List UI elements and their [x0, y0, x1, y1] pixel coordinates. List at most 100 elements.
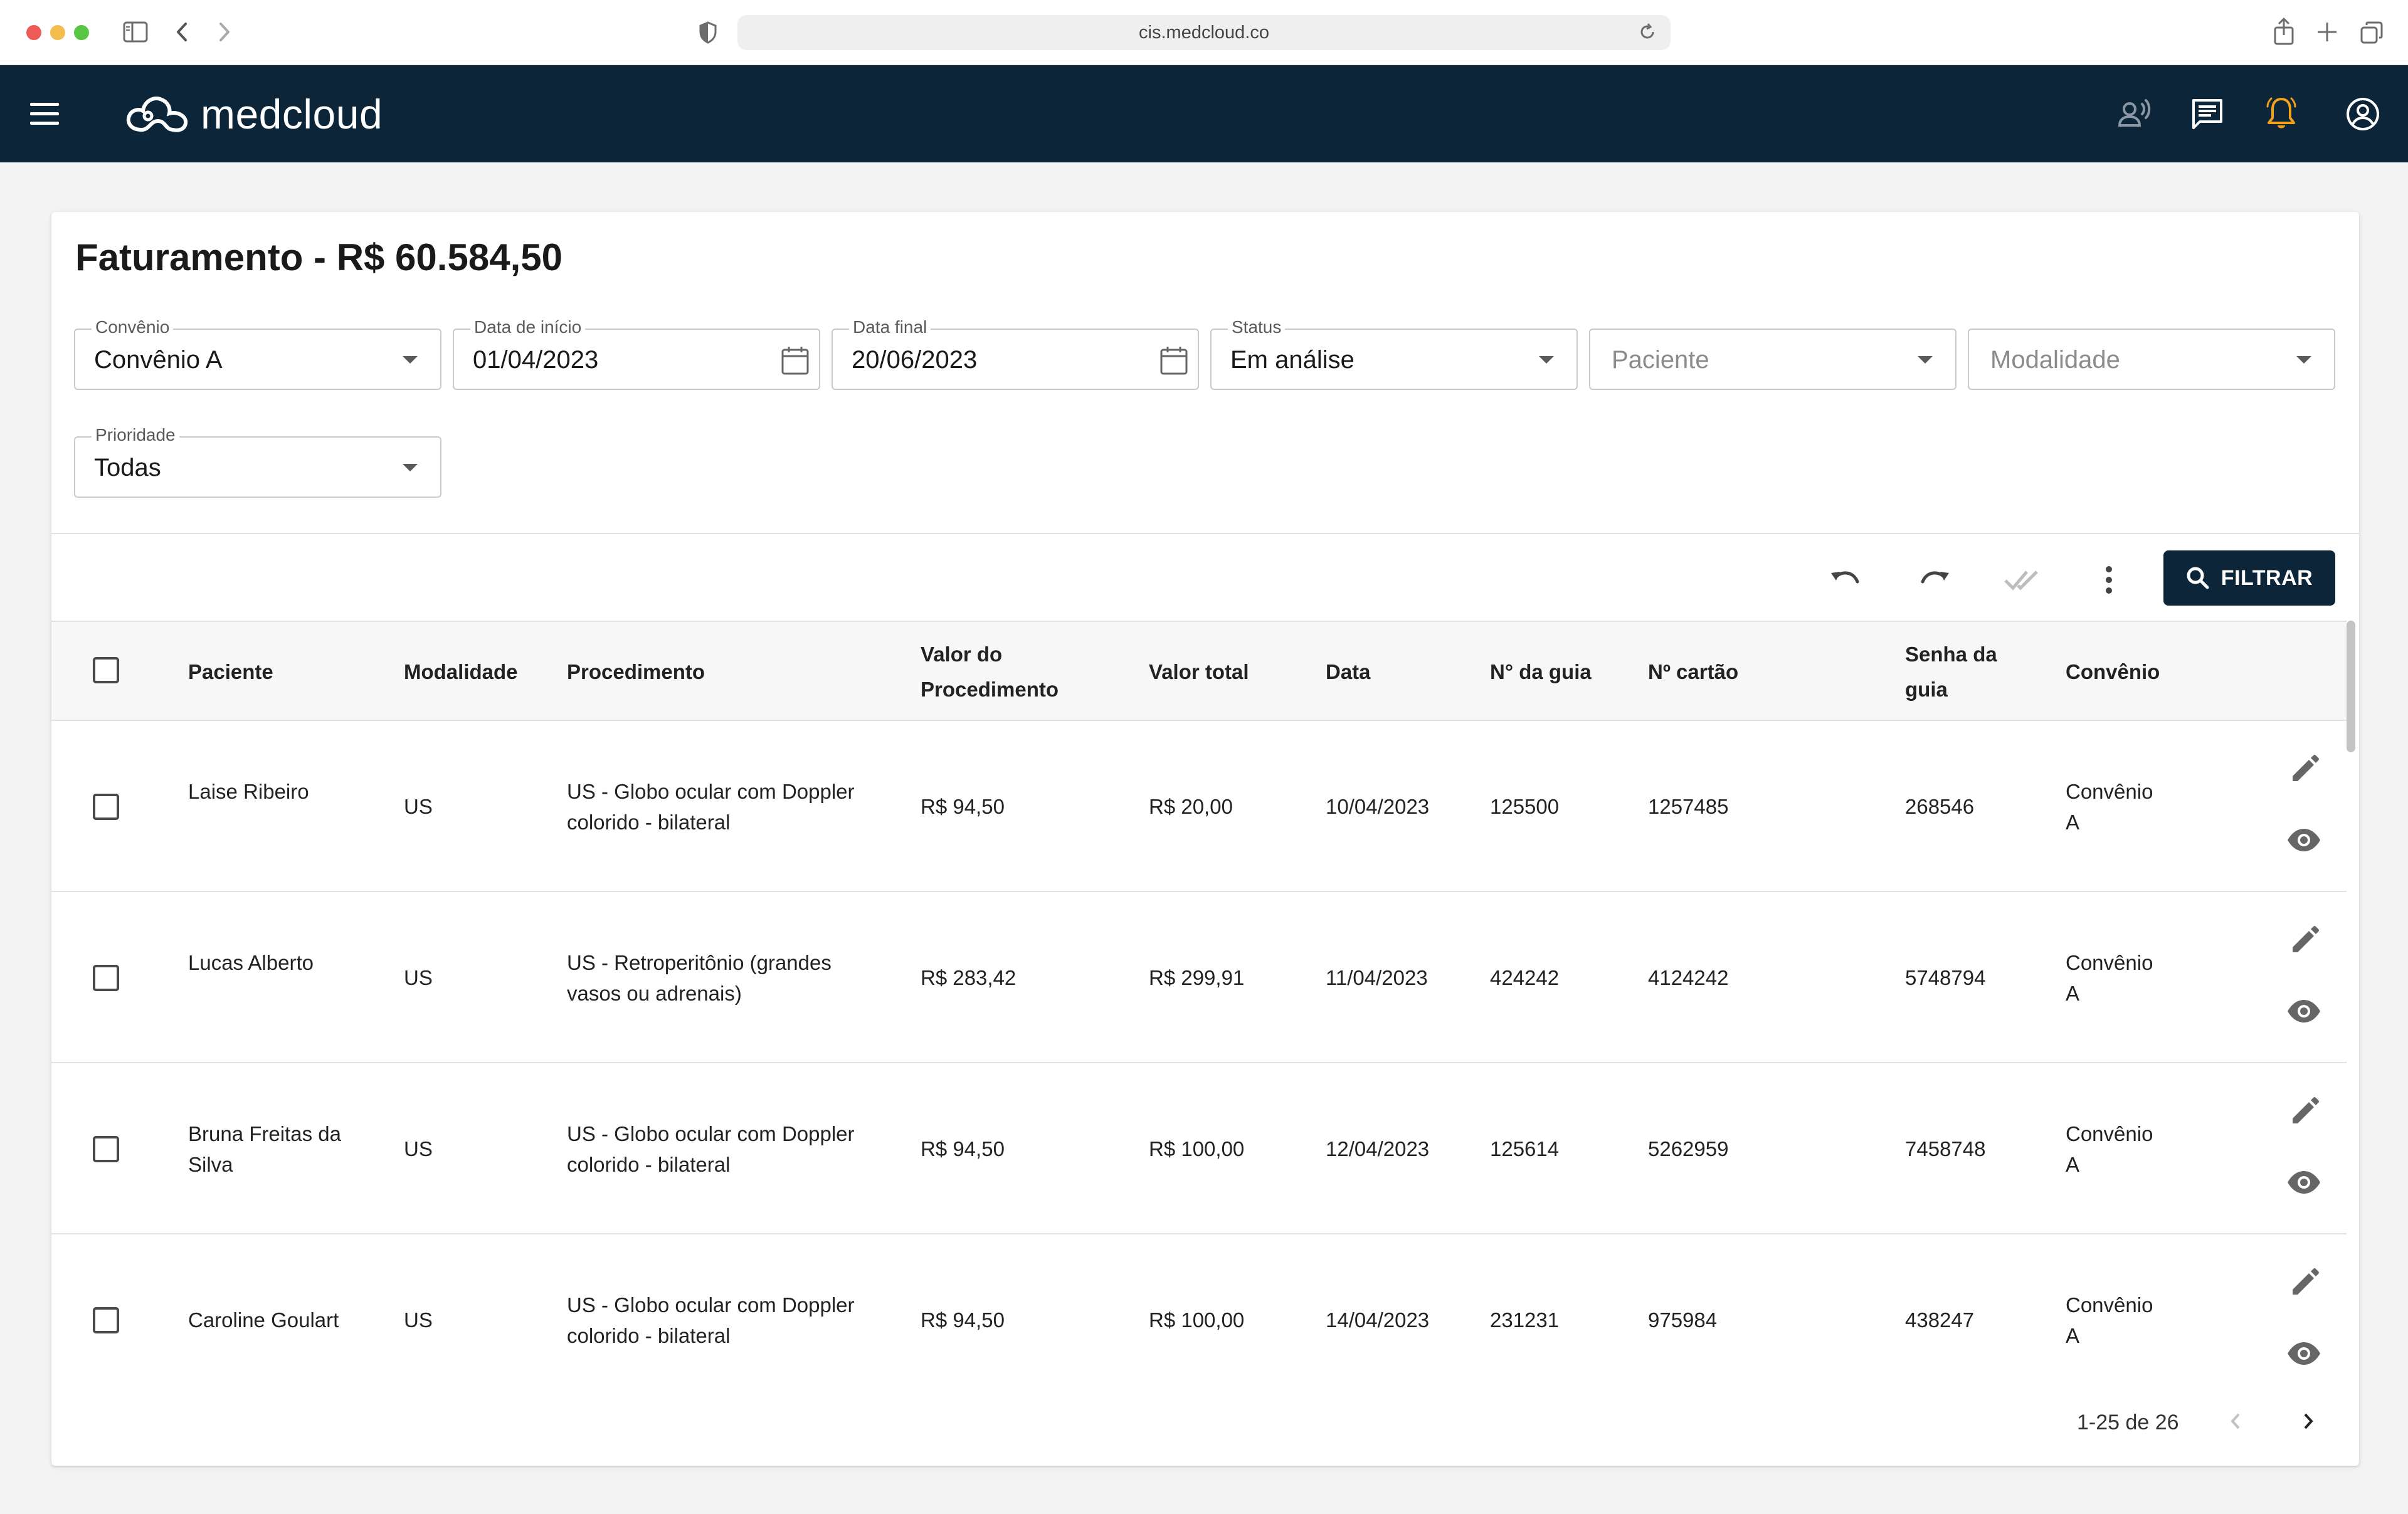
chat-icon[interactable] — [2189, 95, 2226, 133]
forward-icon[interactable] — [217, 21, 232, 43]
cell-modalidade: US — [404, 1137, 433, 1160]
cell-modalidade: US — [404, 966, 433, 989]
cell-guia: 125614 — [1490, 1137, 1560, 1160]
cell-convenio: Convênio A — [2066, 951, 2153, 1005]
row-checkbox[interactable] — [93, 1307, 119, 1333]
header-valor-total[interactable]: Valor total — [1149, 660, 1249, 683]
more-options-icon[interactable] — [2087, 558, 2131, 602]
account-icon[interactable] — [2344, 95, 2382, 133]
start-date-field[interactable]: Data de início 01/04/2023 — [453, 317, 820, 390]
cell-total: R$ 20,00 — [1149, 795, 1233, 818]
close-window-button[interactable] — [26, 25, 41, 40]
address-bar[interactable]: cis.medcloud.co — [737, 15, 1671, 50]
end-date-field[interactable]: Data final 20/06/2023 — [832, 317, 1199, 390]
cell-guia: 424242 — [1490, 966, 1560, 989]
modality-placeholder: Modalidade — [1990, 346, 2120, 374]
calendar-icon[interactable] — [780, 345, 810, 376]
header-procedimento[interactable]: Procedimento — [567, 660, 705, 683]
cell-cartao: 1257485 — [1648, 795, 1729, 818]
chevron-down-icon — [2296, 356, 2311, 364]
view-icon[interactable] — [2286, 994, 2321, 1029]
undo-icon[interactable] — [1824, 558, 1867, 602]
voice-assistant-icon[interactable] — [2116, 95, 2153, 133]
filter-button[interactable]: FILTRAR — [2163, 550, 2335, 606]
next-page-icon[interactable] — [2293, 1406, 2324, 1437]
header-senha[interactable]: Senha da guia — [1905, 637, 1997, 707]
chevron-down-icon — [403, 464, 418, 471]
header-guia[interactable]: N° da guia — [1490, 660, 1592, 683]
patient-select[interactable]: Paciente — [1589, 329, 1956, 390]
priority-select[interactable]: Prioridade Todas — [74, 425, 441, 498]
back-icon[interactable] — [174, 21, 189, 43]
logo-text: medcloud — [201, 91, 383, 137]
share-icon[interactable] — [2271, 18, 2296, 46]
cell-valor: R$ 94,50 — [921, 795, 1005, 818]
calendar-icon[interactable] — [1159, 345, 1189, 376]
table-row: Bruna Freitas da Silva US US - Globo ocul… — [51, 1063, 2347, 1234]
end-date-label: Data final — [849, 317, 931, 337]
redo-icon[interactable] — [1913, 558, 1956, 602]
priority-label: Prioridade — [92, 425, 179, 445]
cell-procedimento: US - Retroperitônio (grandes vasos ou adr… — [567, 951, 832, 1005]
url-text: cis.medcloud.co — [1139, 22, 1269, 43]
end-date-value: 20/06/2023 — [852, 346, 978, 374]
header-valor-procedimento-line1: Valor do — [921, 643, 1003, 666]
select-all-checkbox[interactable] — [93, 657, 119, 683]
cloud-logo-icon — [126, 97, 188, 132]
reload-icon[interactable] — [1638, 23, 1657, 41]
modality-select[interactable]: Modalidade — [1968, 329, 2335, 390]
row-checkbox[interactable] — [93, 965, 119, 991]
edit-icon[interactable] — [2286, 923, 2321, 959]
medcloud-logo[interactable]: medcloud — [123, 90, 383, 138]
cell-paciente: Laise Ribeiro — [188, 780, 309, 803]
table-row: Laise Ribeiro US US - Globo ocular com D… — [51, 721, 2347, 892]
row-checkbox[interactable] — [93, 1136, 119, 1162]
cell-total: R$ 299,91 — [1149, 966, 1245, 989]
cell-procedimento: US - Globo ocular com Doppler colorido - … — [567, 780, 855, 834]
minimize-window-button[interactable] — [50, 25, 65, 40]
edit-icon[interactable] — [2286, 1095, 2321, 1130]
mark-all-done-icon[interactable] — [2002, 558, 2046, 602]
header-senha-line2: guia — [1905, 678, 1948, 701]
tab-overview-icon[interactable] — [2359, 20, 2384, 45]
view-icon[interactable] — [2286, 1165, 2321, 1200]
menu-icon[interactable] — [30, 103, 59, 125]
browser-chrome: cis.medcloud.co — [0, 0, 2408, 65]
convenio-select[interactable]: Convênio Convênio A — [74, 317, 441, 390]
row-checkbox[interactable] — [93, 794, 119, 820]
header-modalidade[interactable]: Modalidade — [404, 660, 518, 683]
table-scrollbar[interactable] — [2347, 621, 2355, 752]
table-header: Paciente Modalidade Procedimento Valor d… — [51, 621, 2347, 721]
header-data[interactable]: Data — [1326, 660, 1371, 683]
new-tab-icon[interactable] — [2315, 20, 2339, 44]
priority-value: Todas — [94, 454, 161, 481]
chevron-down-icon — [403, 356, 418, 364]
table-row: Caroline Goulart US US - Globo ocular co… — [51, 1234, 2347, 1406]
shield-icon — [699, 21, 717, 44]
maximize-window-button[interactable] — [74, 25, 89, 40]
header-convenio[interactable]: Convênio — [2066, 660, 2160, 683]
edit-icon[interactable] — [2286, 1266, 2321, 1301]
cell-data: 14/04/2023 — [1326, 1308, 1430, 1332]
cell-valor: R$ 94,50 — [921, 1137, 1005, 1160]
billing-card: Faturamento - R$ 60.584,50 Convênio Conv… — [51, 212, 2359, 1466]
pagination-info: 1-25 de 26 — [2077, 1411, 2179, 1434]
page-title: Faturamento - R$ 60.584,50 — [75, 236, 562, 278]
cell-guia: 125500 — [1490, 795, 1560, 818]
view-icon[interactable] — [2286, 823, 2321, 858]
cell-modalidade: US — [404, 795, 433, 818]
cell-modalidade: US — [404, 1308, 433, 1332]
cell-cartao: 4124242 — [1648, 966, 1729, 989]
header-cartao[interactable]: Nº cartão — [1648, 660, 1739, 683]
cell-procedimento: US - Globo ocular com Doppler colorido - … — [567, 1122, 855, 1176]
sidebar-toggle-icon[interactable] — [123, 21, 148, 43]
previous-page-icon[interactable] — [2220, 1406, 2251, 1437]
status-label: Status — [1228, 317, 1286, 337]
header-paciente[interactable]: Paciente — [188, 660, 273, 683]
notification-bell-icon[interactable] — [2263, 95, 2300, 133]
status-select[interactable]: Status Em análise — [1210, 317, 1578, 390]
chevron-down-icon — [1918, 356, 1933, 364]
header-valor-procedimento[interactable]: Valor do Procedimento — [921, 637, 1059, 707]
edit-icon[interactable] — [2286, 752, 2321, 787]
view-icon[interactable] — [2286, 1336, 2321, 1371]
